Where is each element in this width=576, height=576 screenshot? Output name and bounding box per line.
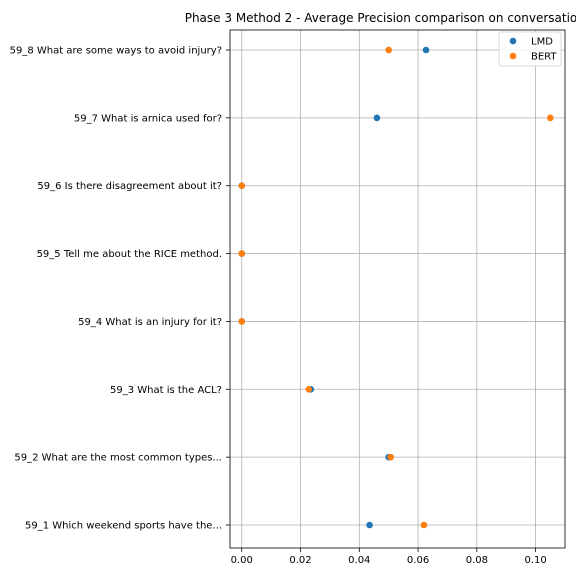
x-tick-label: 0.10 [524,555,546,566]
y-tick-label: 59_7 What is arnica used for? [74,113,222,124]
legend-label-lmd: LMD [531,37,553,48]
data-points [238,46,554,529]
point-bert [385,46,392,54]
point-bert [420,521,428,529]
y-tick-label: 59_6 Is there disagreement about it? [37,181,222,192]
x-tick-label: 0.00 [231,555,253,566]
point-lmd [422,46,430,54]
legend-marker-lmd [509,37,517,45]
point-bert [238,182,246,190]
x-tick-label: 0.06 [407,555,429,566]
y-tick-label: 59_2 What are the most common types... [14,453,222,464]
legend-marker-bert [509,52,517,60]
y-tick-label: 59_4 What is an injury for it? [78,317,222,328]
y-tick-label: 59_8 What are some ways to avoid injury? [10,46,222,57]
plot-frame [229,29,566,549]
legend-label-bert: BERT [531,52,557,63]
x-tick-label: 0.04 [348,555,370,566]
y-tick-label: 59_3 What is the ACL? [110,385,222,396]
y-tick-label: 59_5 Tell me about the RICE method. [37,249,222,260]
legend: LMD BERT [498,31,562,67]
x-tick-label: 0.08 [466,555,488,566]
x-axis: 0.00 0.02 0.04 0.06 0.08 0.10 [231,548,547,566]
point-bert [238,318,246,325]
chart-title: Phase 3 Method 2 - Average Precision com… [185,11,576,25]
grid [230,30,565,548]
y-tick-label: 59_1 Which weekend sports have the... [25,521,222,532]
point-bert [238,250,246,257]
x-tick-label: 0.02 [289,555,311,566]
point-bert [547,114,554,122]
point-bert [387,453,395,461]
point-lmd [373,114,381,122]
point-lmd [366,521,373,529]
y-axis: 59_1 Which weekend sports have the... 59_… [10,46,230,532]
point-bert [305,385,313,393]
